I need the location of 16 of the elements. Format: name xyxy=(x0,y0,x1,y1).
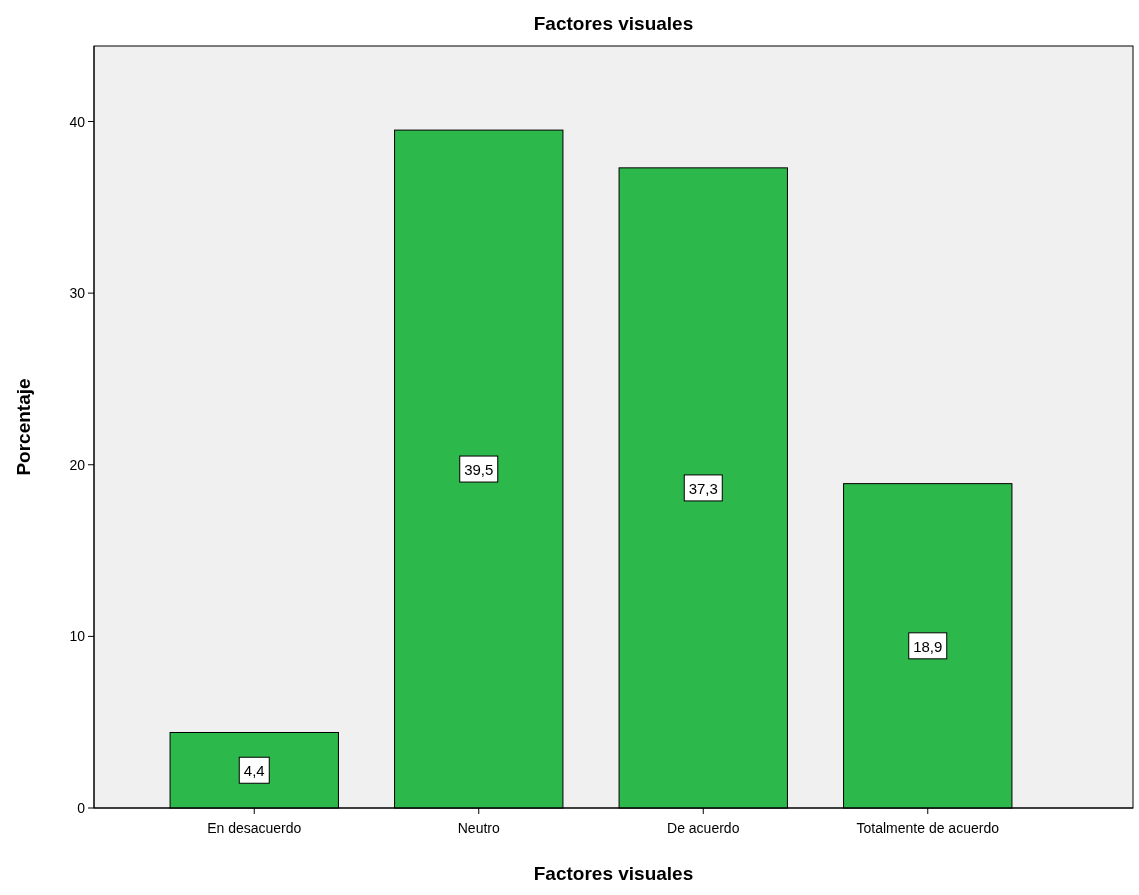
x-axis-title: Factores visuales xyxy=(533,863,694,884)
y-axis-title: Porcentaje xyxy=(13,378,34,476)
data-label: 39,5 xyxy=(464,461,494,479)
y-tick-label: 0 xyxy=(77,800,86,816)
data-label: 4,4 xyxy=(243,762,265,780)
y-tick-label: 40 xyxy=(69,113,86,130)
y-tick-label: 30 xyxy=(69,285,86,302)
data-label: 18,9 xyxy=(913,637,943,655)
data-label: 37,3 xyxy=(688,479,718,497)
x-tick-label: Totalmente de acuerdo xyxy=(856,820,1000,836)
chart-title: Factores visuales xyxy=(533,13,694,34)
y-tick-label: 20 xyxy=(69,456,86,473)
x-tick-label: Neutro xyxy=(457,820,500,836)
x-tick-label: De acuerdo xyxy=(667,820,740,836)
x-tick-label: En desacuerdo xyxy=(207,820,302,836)
y-tick-label: 10 xyxy=(69,628,86,645)
